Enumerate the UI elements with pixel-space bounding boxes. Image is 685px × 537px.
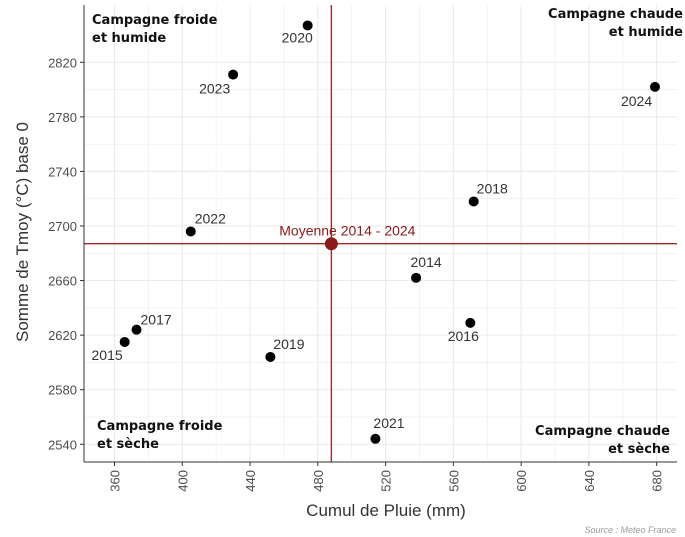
point-label-2015: 2015 bbox=[92, 347, 123, 363]
quadrant-label-top-right-2: et humide bbox=[609, 25, 683, 40]
y-tick-label: 2820 bbox=[48, 55, 77, 70]
y-tick-label: 2660 bbox=[48, 274, 77, 289]
quadrant-label-bottom-left-2: et sèche bbox=[97, 437, 159, 452]
point-label-2017: 2017 bbox=[141, 312, 172, 328]
x-axis-title: Cumul de Pluie (mm) bbox=[306, 501, 466, 520]
x-tick-label: 640 bbox=[582, 470, 597, 492]
y-axis-title: Somme de Tmoy (°C) base 0 bbox=[13, 122, 32, 342]
data-point-2019 bbox=[265, 351, 276, 362]
source-note: Source : Meteo France bbox=[584, 525, 676, 535]
y-tick-label: 2580 bbox=[48, 383, 77, 398]
data-point-2017 bbox=[131, 324, 142, 335]
point-label-2020: 2020 bbox=[282, 29, 313, 45]
tick-labels: 2540 2580 2620 2660 2700 2740 2780 2820 360 400 44… bbox=[48, 55, 665, 491]
mean-lines bbox=[84, 5, 677, 462]
grid bbox=[84, 5, 677, 462]
y-tick-label: 2620 bbox=[48, 328, 77, 343]
data-point-2015 bbox=[119, 336, 130, 347]
y-tick-label: 2700 bbox=[48, 219, 77, 234]
point-label-2019: 2019 bbox=[273, 336, 304, 352]
data-point-2023 bbox=[228, 69, 239, 80]
x-tick-label: 480 bbox=[311, 470, 326, 492]
x-tick-label: 680 bbox=[650, 470, 665, 492]
x-tick-label: 400 bbox=[175, 470, 190, 492]
x-tick-label: 560 bbox=[446, 470, 461, 492]
x-tick-label: 520 bbox=[379, 470, 394, 492]
axis-frame bbox=[83, 5, 677, 463]
quadrant-label-top-right: Campagne chaude bbox=[548, 7, 683, 22]
data-points: 2014 2015 2016 2017 2018 2019 2020 2021 2022 2023… bbox=[92, 20, 660, 444]
mean-point-label: Moyenne 2014 - 2024 bbox=[279, 223, 415, 239]
quadrant-label-top-left: Campagne froide bbox=[92, 13, 218, 28]
point-label-2014: 2014 bbox=[411, 254, 442, 270]
point-label-2022: 2022 bbox=[195, 210, 226, 226]
data-point-2021 bbox=[370, 433, 381, 444]
point-label-2021: 2021 bbox=[373, 415, 404, 431]
point-label-2016: 2016 bbox=[448, 328, 479, 344]
data-point-2020 bbox=[302, 20, 313, 31]
data-point-2024 bbox=[649, 81, 660, 92]
x-tick-label: 360 bbox=[107, 470, 122, 492]
y-tick-label: 2740 bbox=[48, 164, 77, 179]
y-tick-label: 2780 bbox=[48, 110, 77, 125]
data-point-2016 bbox=[465, 317, 476, 328]
x-tick-label: 600 bbox=[514, 470, 529, 492]
y-tick-label: 2540 bbox=[48, 437, 77, 452]
data-point-2018 bbox=[468, 196, 479, 207]
mean-point bbox=[324, 237, 338, 251]
quadrant-label-bottom-left: Campagne froide bbox=[97, 419, 223, 434]
point-label-2023: 2023 bbox=[199, 81, 230, 97]
data-point-2022 bbox=[185, 226, 196, 237]
quadrant-label-bottom-right-2: et sèche bbox=[608, 442, 670, 457]
data-point-2014 bbox=[411, 272, 422, 283]
point-label-2024: 2024 bbox=[621, 93, 652, 109]
quadrant-label-top-left-2: et humide bbox=[92, 31, 166, 46]
quadrant-label-bottom-right: Campagne chaude bbox=[535, 424, 670, 439]
point-label-2018: 2018 bbox=[477, 180, 508, 196]
x-tick-label: 440 bbox=[243, 470, 258, 492]
